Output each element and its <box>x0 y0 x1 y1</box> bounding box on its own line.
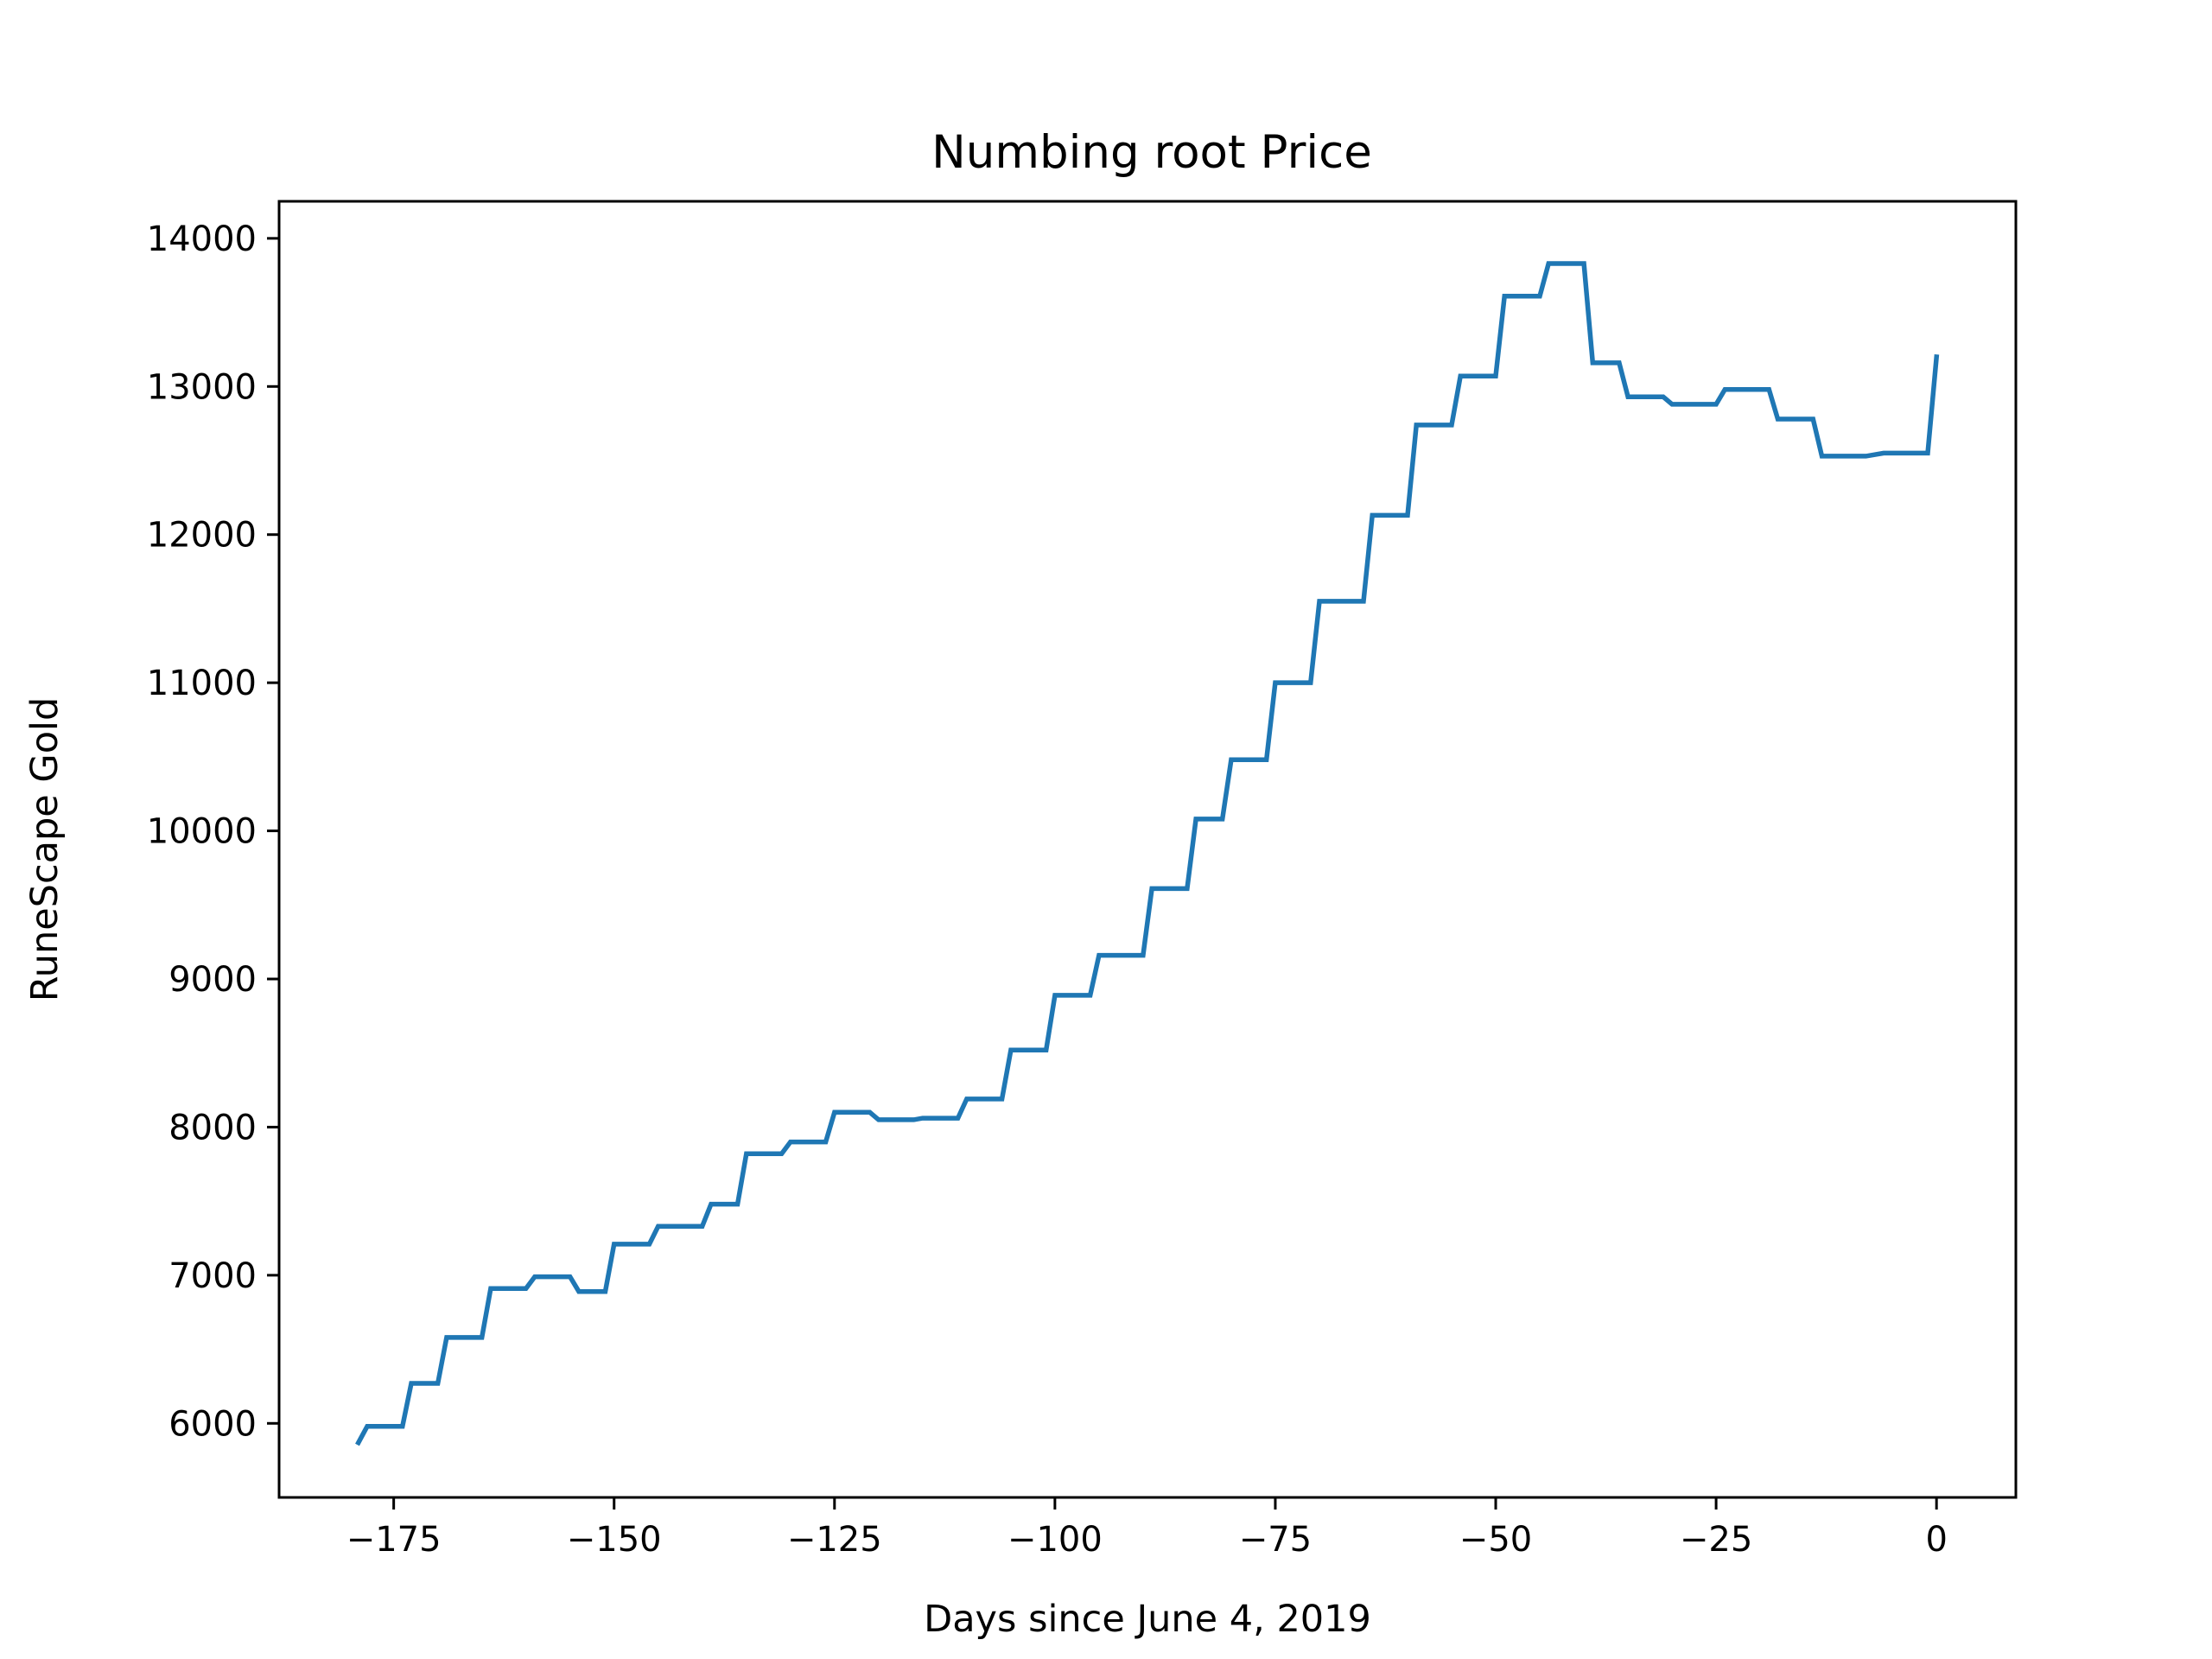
chart-title: Numbing root Price <box>931 126 1372 179</box>
y-tick-label: 9000 <box>168 960 257 1000</box>
y-tick-label: 10000 <box>147 812 257 852</box>
y-axis-ticks: 6000 7000 8000 9000 10000 11000 12000 13000 1400… <box>147 219 279 1444</box>
x-tick-label: −100 <box>1007 1520 1103 1560</box>
x-tick-label: −50 <box>1459 1520 1532 1560</box>
axes-frame <box>277 200 2018 1499</box>
x-axis-label: Days since June 4, 2019 <box>924 1598 1371 1641</box>
x-tick-label: −150 <box>567 1520 662 1560</box>
y-tick-label: 11000 <box>147 664 257 703</box>
y-tick-label: 14000 <box>147 219 257 259</box>
x-axis-ticks: −175 −150 −125 −100 −75 −50 −25 0 <box>346 1497 1948 1560</box>
y-tick-label: 8000 <box>168 1108 257 1147</box>
y-axis-label: RuneScape Gold <box>23 697 67 1001</box>
y-tick-label: 7000 <box>168 1256 257 1296</box>
plot-area <box>277 200 2018 1499</box>
x-tick-label: −25 <box>1680 1520 1752 1560</box>
x-tick-label: −75 <box>1239 1520 1312 1560</box>
y-tick-label: 6000 <box>168 1404 257 1444</box>
x-tick-label: −175 <box>346 1520 442 1560</box>
y-tick-label: 12000 <box>147 516 257 556</box>
x-tick-label: −125 <box>787 1520 882 1560</box>
y-tick-label: 13000 <box>147 367 257 407</box>
x-tick-label: 0 <box>1925 1520 1947 1560</box>
series-line-numbing-root-price <box>355 261 1940 1446</box>
